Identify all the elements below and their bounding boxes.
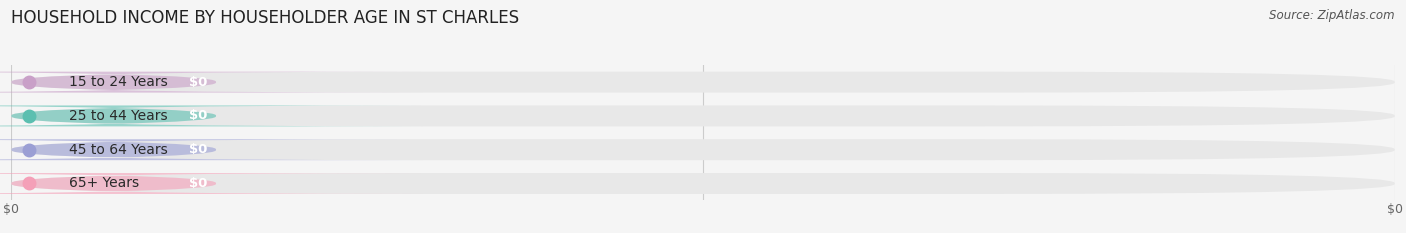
Text: 15 to 24 Years: 15 to 24 Years	[69, 75, 169, 89]
FancyBboxPatch shape	[0, 139, 423, 160]
Text: $0: $0	[190, 76, 208, 89]
Text: HOUSEHOLD INCOME BY HOUSEHOLDER AGE IN ST CHARLES: HOUSEHOLD INCOME BY HOUSEHOLDER AGE IN S…	[11, 9, 519, 27]
Text: 45 to 64 Years: 45 to 64 Years	[69, 143, 169, 157]
Text: 25 to 44 Years: 25 to 44 Years	[69, 109, 167, 123]
Text: Source: ZipAtlas.com: Source: ZipAtlas.com	[1270, 9, 1395, 22]
FancyBboxPatch shape	[11, 106, 1395, 126]
Text: $0: $0	[190, 110, 208, 122]
FancyBboxPatch shape	[11, 139, 1395, 160]
FancyBboxPatch shape	[0, 173, 423, 194]
FancyBboxPatch shape	[0, 72, 423, 93]
FancyBboxPatch shape	[11, 72, 1395, 93]
FancyBboxPatch shape	[11, 173, 1395, 194]
Text: $0: $0	[190, 143, 208, 156]
Text: $0: $0	[190, 177, 208, 190]
Text: 65+ Years: 65+ Years	[69, 176, 139, 191]
FancyBboxPatch shape	[0, 106, 423, 126]
